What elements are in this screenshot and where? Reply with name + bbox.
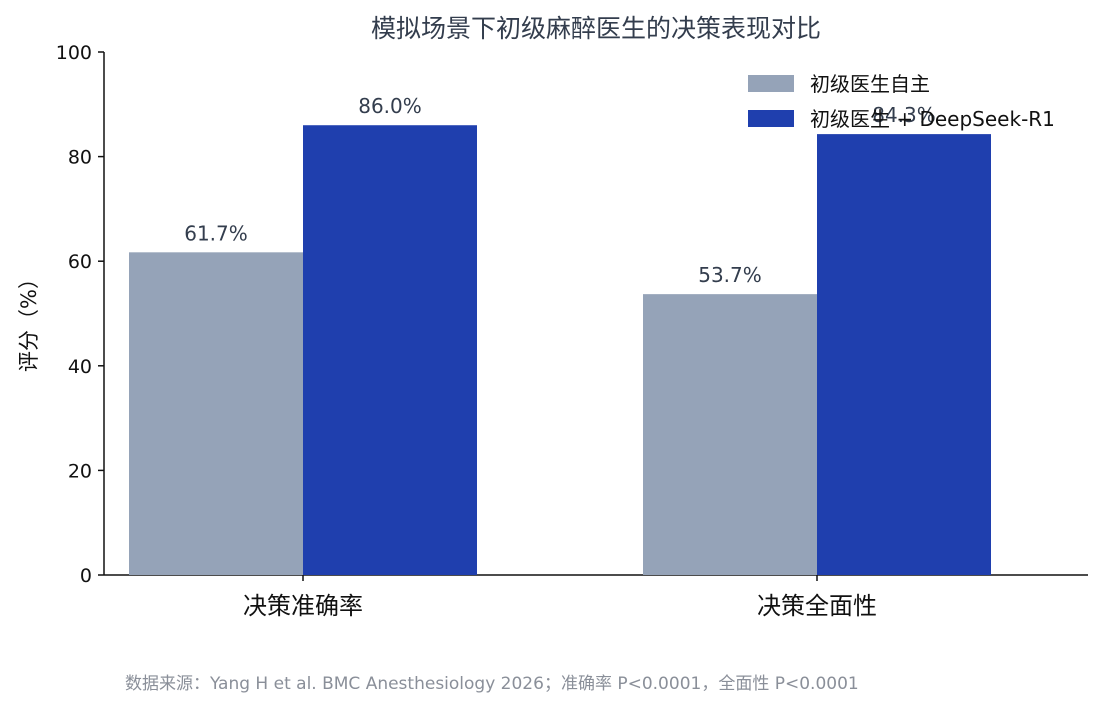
legend-swatch [748,75,794,92]
bars [129,125,991,575]
x-tick-label: 决策准确率 [243,592,363,620]
bar [817,134,991,575]
legend-label: 初级医生 + DeepSeek-R1 [810,107,1055,131]
y-tick-label: 80 [68,147,92,169]
source-note: 数据来源：Yang H et al. BMC Anesthesiology 20… [125,674,859,694]
axes: 0 20 40 60 80 100 决策准确率 决策全面性 [56,42,1088,620]
y-axis-label: 评分（%） [17,268,41,372]
y-tick-label: 0 [80,565,92,587]
bar-value-label: 84.3% [872,103,936,127]
data-labels: 61.7% 86.0% 53.7% 84.3% [184,94,936,287]
chart-title: 模拟场景下初级麻醉医生的决策表现对比 [371,14,821,43]
bar [303,125,477,575]
bar [643,294,817,575]
bar-value-label: 53.7% [698,263,762,287]
x-tick-label: 决策全面性 [757,592,877,620]
legend-label: 初级医生自主 [810,72,930,96]
bar-value-label: 86.0% [358,94,422,118]
y-tick-label: 60 [68,251,92,273]
legend-swatch [748,110,794,127]
bar-value-label: 61.7% [184,221,248,245]
y-tick-label: 20 [68,460,92,482]
bar [129,252,303,575]
y-tick-label: 40 [68,356,92,378]
y-tick-label: 100 [56,42,92,64]
